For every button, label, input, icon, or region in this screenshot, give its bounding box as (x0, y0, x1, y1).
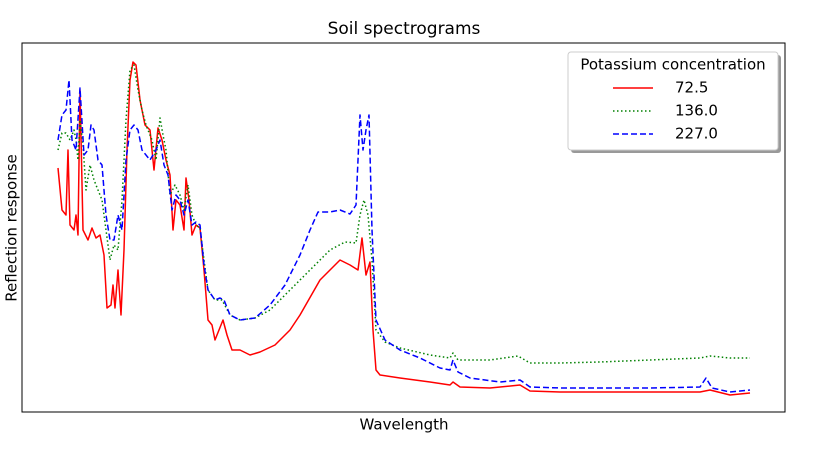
legend-box (567, 51, 779, 151)
legend-title: Potassium concentration (580, 56, 765, 74)
legend-label: 227.0 (675, 125, 718, 143)
legend-label: 136.0 (675, 102, 718, 120)
x-axis-label: Wavelength (360, 416, 449, 434)
series-line (57, 79, 751, 393)
series-line (57, 61, 751, 396)
legend-label: 72.5 (675, 79, 708, 97)
series-line (57, 64, 750, 364)
chart-title: Soil spectrograms (328, 19, 481, 39)
y-axis-label: Reflection response (3, 154, 21, 302)
plot-frame (21, 42, 786, 413)
